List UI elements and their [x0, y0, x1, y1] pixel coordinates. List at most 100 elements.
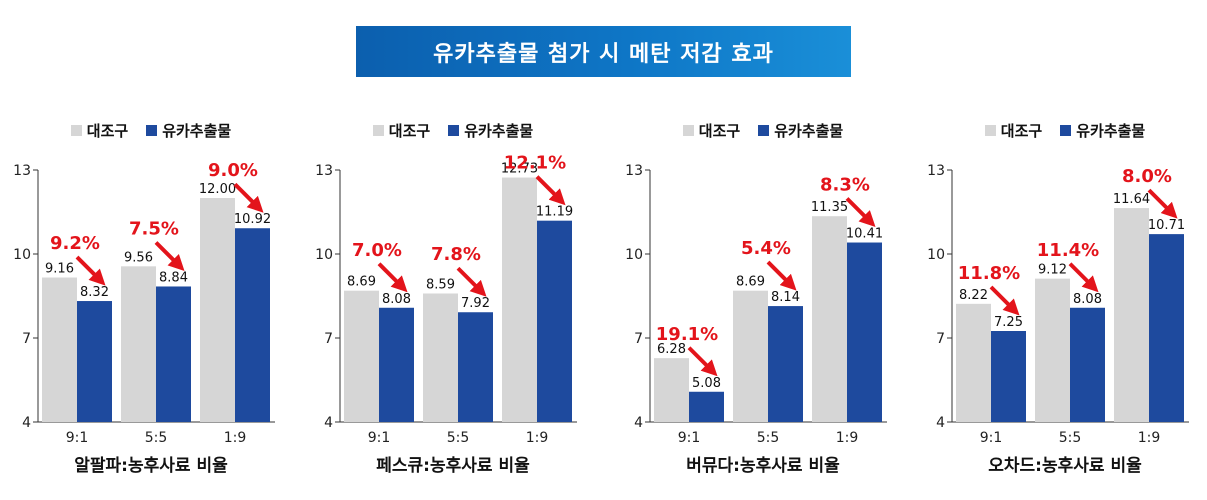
chart-bermuda: 대조구 유카추출물 4 7 10 13 6.28 5.08 9:1 19.1% 8.69 8.14… — [612, 0, 914, 500]
bar-extract — [847, 242, 882, 422]
x-tick-label: 1:9 — [526, 430, 549, 446]
legend-swatch-extract — [1060, 125, 1072, 136]
y-tick-label: 4 — [936, 415, 945, 431]
y-tick-label: 13 — [927, 163, 945, 179]
value-label-control: 8.69 — [736, 275, 765, 290]
legend-swatch-extract — [146, 125, 158, 136]
legend-item-control: 대조구 — [682, 120, 741, 141]
bar-extract — [458, 312, 493, 422]
legend-item-extract: 유카추출물 — [146, 120, 231, 141]
value-label-extract: 7.92 — [461, 296, 490, 311]
reduction-arrow — [233, 182, 264, 213]
bar-extract — [156, 286, 191, 422]
y-tick-label: 7 — [936, 331, 945, 347]
bar-extract — [379, 307, 414, 422]
bar-extract — [77, 301, 112, 422]
value-label-extract: 10.71 — [1148, 218, 1185, 233]
legend: 대조구 유카추출물 — [914, 120, 1207, 141]
value-label-extract: 8.08 — [382, 292, 411, 307]
legend-swatch-extract — [758, 125, 770, 136]
reduction-label: 7.0% — [352, 240, 402, 261]
x-axis-title: 페스큐:농후사료 비율 — [376, 456, 530, 476]
value-label-control: 8.59 — [426, 277, 455, 292]
legend-swatch-control — [984, 125, 996, 136]
x-tick-label: 9:1 — [980, 430, 1003, 446]
legend-item-control: 대조구 — [70, 120, 129, 141]
x-tick-label: 5:5 — [145, 430, 168, 446]
reduction-label: 7.5% — [129, 218, 179, 239]
reduction-label: 7.8% — [431, 244, 481, 265]
bar-control — [956, 303, 991, 422]
bar-control — [812, 216, 847, 422]
title-banner: 유카추출물 첨가 시 메탄 저감 효과 — [356, 26, 851, 77]
legend-label-extract: 유카추출물 — [774, 122, 844, 140]
reduction-arrow — [456, 266, 487, 297]
chart-alfalfa: 대조구 유카추출물 4 7 10 13 9.16 8.32 9:1 9.2% 9.56 8.84 5… — [0, 0, 302, 500]
y-tick-label: 7 — [324, 331, 333, 347]
legend-label-control: 대조구 — [1000, 122, 1043, 140]
reduction-arrow — [535, 175, 566, 206]
chart-plot: 4 7 10 13 9.16 8.32 9:1 9.2% 9.56 8.84 5:5 7.5% 12.0… — [13, 160, 275, 446]
y-tick-label: 13 — [625, 163, 643, 179]
legend-label-extract: 유카추출물 — [464, 122, 534, 140]
legend: 대조구 유카추출물 — [302, 120, 604, 141]
y-tick-label: 7 — [22, 331, 31, 347]
legend: 대조구 유카추출물 — [612, 120, 914, 141]
bar-control — [654, 358, 689, 422]
reduction-label: 8.3% — [820, 175, 870, 196]
x-tick-label: 1:9 — [1138, 430, 1161, 446]
bar-extract — [235, 228, 270, 422]
legend-swatch-control — [70, 125, 82, 136]
reduction-label: 19.1% — [656, 324, 718, 345]
y-tick-label: 10 — [315, 247, 333, 263]
reduction-label: 12.1% — [504, 153, 566, 174]
legend-item-extract: 유카추출물 — [448, 120, 533, 141]
value-label-control: 9.56 — [124, 250, 153, 265]
value-label-extract: 8.84 — [159, 270, 188, 285]
value-label-extract: 7.25 — [994, 315, 1023, 330]
value-label-control: 9.16 — [45, 262, 74, 277]
x-tick-label: 9:1 — [368, 430, 391, 446]
value-label-extract: 10.41 — [846, 227, 883, 242]
reduction-label: 11.8% — [958, 263, 1020, 284]
legend-item-extract: 유카추출물 — [758, 120, 843, 141]
legend-swatch-control — [372, 125, 384, 136]
x-tick-label: 5:5 — [757, 430, 780, 446]
value-label-extract: 10.92 — [234, 212, 271, 227]
value-label-control: 12.73 — [501, 162, 538, 177]
value-label-extract: 5.08 — [692, 376, 721, 391]
bar-extract — [768, 306, 803, 422]
chart-plot: 4 7 10 13 6.28 5.08 9:1 19.1% 8.69 8.14 5:5 5.4% 11.… — [625, 163, 887, 446]
page-title: 유카추출물 첨가 시 메탄 저감 효과 — [433, 41, 774, 67]
reduction-label: 9.2% — [50, 233, 100, 254]
x-tick-label: 5:5 — [1059, 430, 1082, 446]
bar-control — [121, 266, 156, 422]
bar-extract — [537, 220, 572, 422]
legend-swatch-control — [682, 125, 694, 136]
legend-label-control: 대조구 — [698, 122, 741, 140]
y-tick-label: 7 — [634, 331, 643, 347]
x-axis-title: 알팔파:농후사료 비율 — [74, 456, 228, 476]
x-tick-label: 1:9 — [224, 430, 247, 446]
y-tick-label: 4 — [22, 415, 31, 431]
value-label-extract: 8.32 — [80, 285, 109, 300]
reduction-arrow — [845, 197, 876, 228]
reduction-arrow — [154, 241, 185, 272]
bar-extract — [1070, 307, 1105, 422]
bar-control — [502, 177, 537, 422]
legend-label-control: 대조구 — [86, 122, 129, 140]
x-tick-label: 1:9 — [836, 430, 859, 446]
value-label-extract: 8.08 — [1073, 292, 1102, 307]
legend-label-extract: 유카추출물 — [1076, 122, 1146, 140]
chart-fescue: 대조구 유카추출물 4 7 10 13 8.69 8.08 9:1 7.0% 8.59 7.92 5… — [302, 0, 604, 500]
value-label-control: 6.28 — [657, 342, 686, 357]
chart-orchard: 대조구 유카추출물 4 7 10 13 8.22 7.25 9:1 11.8% 9.12 8.08… — [914, 0, 1207, 500]
reduction-arrow — [687, 346, 718, 377]
reduction-arrow — [1147, 188, 1178, 219]
reduction-label: 5.4% — [741, 238, 791, 259]
value-label-control: 8.69 — [347, 275, 376, 290]
value-label-control: 8.22 — [959, 288, 988, 303]
chart-plot: 4 7 10 13 8.22 7.25 9:1 11.8% 9.12 8.08 5:5 11.4% 11… — [927, 163, 1189, 446]
legend-item-extract: 유카추출물 — [1060, 120, 1145, 141]
y-tick-label: 10 — [625, 247, 643, 263]
